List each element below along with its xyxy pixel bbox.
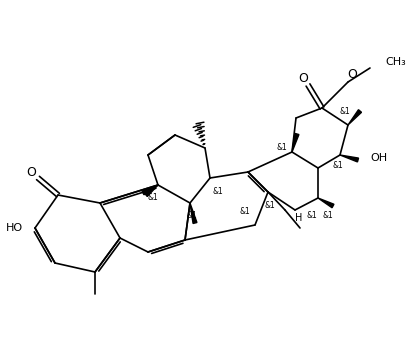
Polygon shape xyxy=(142,185,158,195)
Text: H: H xyxy=(294,213,302,223)
Text: &1: &1 xyxy=(275,144,286,153)
Text: OH: OH xyxy=(369,153,386,163)
Text: &1: &1 xyxy=(322,210,332,219)
Polygon shape xyxy=(190,203,197,224)
Text: &1: &1 xyxy=(239,208,250,217)
Text: &1: &1 xyxy=(306,210,317,219)
Polygon shape xyxy=(291,134,298,152)
Text: &1: &1 xyxy=(339,108,349,117)
Text: O: O xyxy=(26,165,36,179)
Text: CH₃: CH₃ xyxy=(384,57,405,67)
Text: &1: &1 xyxy=(212,188,223,197)
Polygon shape xyxy=(145,185,158,197)
Text: O: O xyxy=(346,69,356,82)
Polygon shape xyxy=(317,198,333,208)
Text: &1: &1 xyxy=(186,210,197,219)
Polygon shape xyxy=(347,110,361,125)
Text: HO: HO xyxy=(5,223,22,233)
Text: &1: &1 xyxy=(332,161,342,170)
Text: O: O xyxy=(297,72,307,84)
Text: &1: &1 xyxy=(263,200,274,209)
Polygon shape xyxy=(339,155,358,162)
Text: &1: &1 xyxy=(147,192,158,201)
